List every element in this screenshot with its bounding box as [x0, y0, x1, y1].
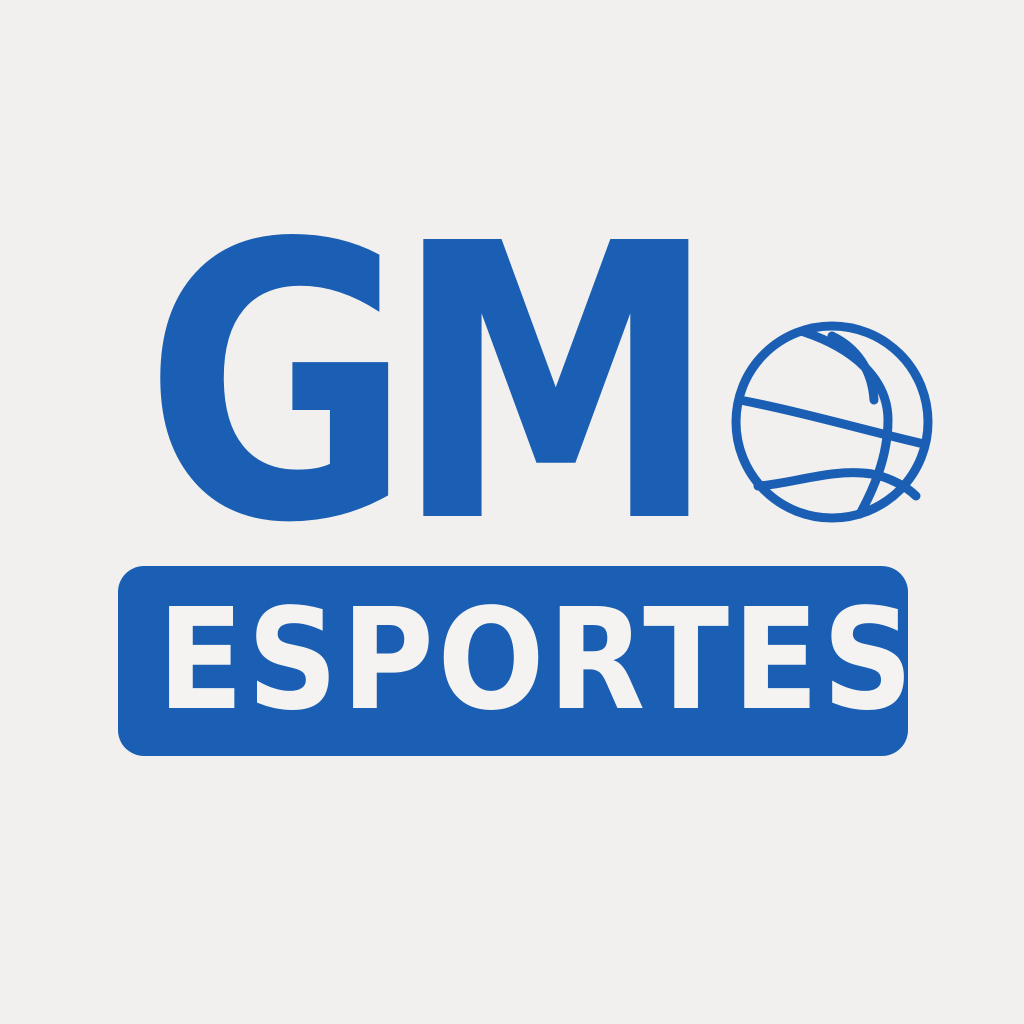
tagline-text: ESPORTES: [157, 579, 917, 742]
tagline-banner: ESPORTES: [118, 566, 917, 756]
logo-monogram: GM: [144, 163, 719, 606]
basketball-icon: [731, 321, 933, 523]
